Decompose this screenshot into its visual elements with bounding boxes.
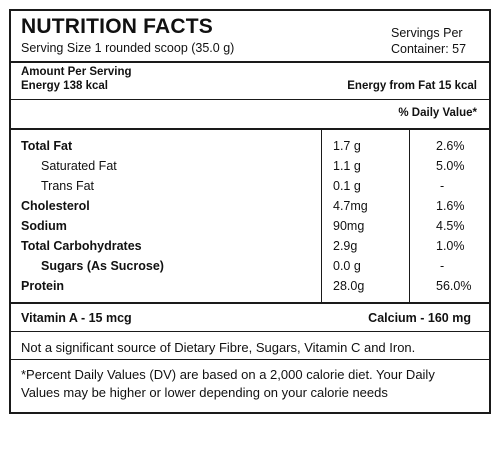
nutrient-name: Total Fat [21, 139, 73, 153]
servings-per-line2: Container: 57 [391, 42, 467, 56]
nutrient-dv: 2.6% [436, 139, 465, 153]
nutrient-dv: 4.5% [436, 219, 465, 233]
table-row-trans-fat: Trans Fat 0.1 g - [11, 177, 489, 197]
table-row-sugars: Sugars (As Sucrose) 0.0 g - [11, 257, 489, 277]
nutrition-facts-panel: NUTRITION FACTS Serving Size 1 rounded s… [9, 9, 491, 414]
nutrient-amount: 28.0g [333, 279, 365, 293]
table-row-cholesterol: Cholesterol 4.7mg 1.6% [11, 197, 489, 217]
divider-header [11, 61, 489, 63]
vitamin-a: Vitamin A - 15 mcg [21, 311, 132, 325]
column-divider-dv [409, 130, 410, 302]
table-row-total-carbohydrates: Total Carbohydrates 2.9g 1.0% [11, 237, 489, 257]
nutrient-amount: 4.7mg [333, 199, 368, 213]
nutrient-name: Cholesterol [21, 199, 90, 213]
nutrient-amount: 1.1 g [333, 159, 361, 173]
table-row-protein: Protein 28.0g 56.0% [11, 277, 489, 297]
daily-value-header: % Daily Value* [398, 107, 477, 119]
energy-from-fat: Energy from Fat 15 kcal [347, 80, 477, 92]
nutrient-name: Trans Fat [41, 179, 95, 193]
nutrient-amount: 2.9g [333, 239, 358, 253]
divider-note [11, 359, 489, 360]
nutrient-amount: 1.7 g [333, 139, 361, 153]
footnote-line-2: Values may be higher or lower depending … [21, 385, 388, 400]
column-divider-amount [321, 130, 322, 302]
nutrient-amount: 0.0 g [333, 259, 361, 273]
nutrient-amount: 0.1 g [333, 179, 361, 193]
table-row-sodium: Sodium 90mg 4.5% [11, 217, 489, 237]
nutrient-dv: - [440, 259, 445, 273]
energy-value: Energy 138 kcal [21, 80, 108, 92]
calcium: Calcium - 160 mg [368, 311, 471, 325]
nutrient-name: Total Carbohydrates [21, 239, 142, 253]
footnote-line-1: *Percent Daily Values (DV) are based on … [21, 367, 435, 382]
nutrient-name: Sugars (As Sucrose) [41, 259, 164, 273]
serving-size: Serving Size 1 rounded scoop (35.0 g) [21, 41, 235, 55]
nutrient-dv: 56.0% [436, 279, 472, 293]
nutrient-dv: 1.6% [436, 199, 465, 213]
amount-per-serving: Amount Per Serving [21, 66, 132, 78]
nutrient-name: Protein [21, 279, 65, 293]
servings-per-container: Servings Per Container: 57 [391, 25, 466, 57]
not-significant-note: Not a significant source of Dietary Fibr… [21, 340, 416, 355]
nutrient-dv: - [440, 179, 445, 193]
nutrient-name: Sodium [21, 219, 67, 233]
table-row-saturated-fat: Saturated Fat 1.1 g 5.0% [11, 157, 489, 177]
divider-vitamins [11, 331, 489, 332]
servings-per-line1: Servings Per [391, 26, 463, 40]
table-row-total-fat: Total Fat 1.7 g 2.6% [11, 137, 489, 157]
panel-title: NUTRITION FACTS [21, 15, 213, 38]
nutrient-amount: 90mg [333, 219, 365, 233]
nutrient-name: Saturated Fat [41, 159, 117, 173]
nutrient-dv: 5.0% [436, 159, 465, 173]
divider-table-bottom [11, 302, 489, 304]
divider-table-top [11, 128, 489, 130]
divider-summary [11, 99, 489, 100]
nutrient-dv: 1.0% [436, 239, 465, 253]
